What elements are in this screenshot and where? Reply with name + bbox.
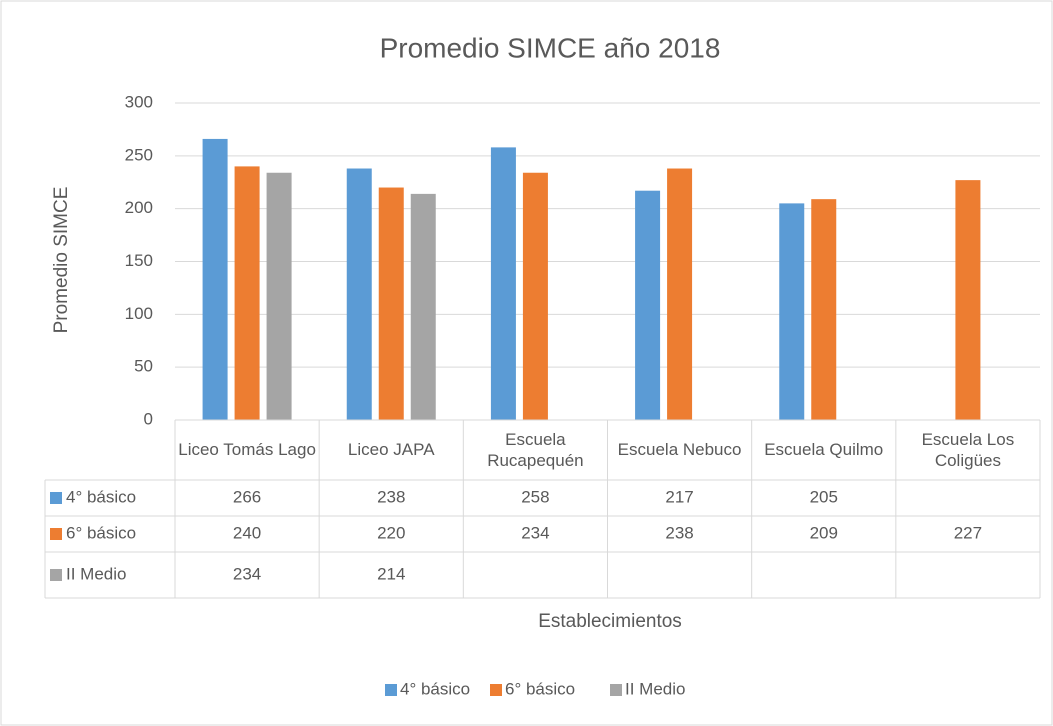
bar xyxy=(346,168,372,420)
legend-key xyxy=(385,684,397,696)
legend-key xyxy=(50,492,62,504)
bar xyxy=(410,193,436,420)
y-tick-label: 150 xyxy=(125,251,153,270)
y-tick-label: 50 xyxy=(134,357,153,376)
x-tick-label: Escuela Quilmo xyxy=(764,440,884,460)
table-value: 209 xyxy=(810,523,838,542)
y-axis-title: Promedio SIMCE xyxy=(51,187,72,334)
y-tick-label: 0 xyxy=(144,409,153,428)
bar xyxy=(955,180,981,420)
table-value: 234 xyxy=(233,564,261,583)
bar xyxy=(202,138,228,420)
x-tick-label: Liceo JAPA xyxy=(347,440,435,460)
table-value: 234 xyxy=(521,523,549,542)
category-cell: Escuela Rucapequén xyxy=(487,429,584,470)
chart-title: Promedio SIMCE año 2018 xyxy=(380,32,721,63)
bar xyxy=(667,168,693,420)
table-value: 217 xyxy=(665,487,693,506)
table-value: 240 xyxy=(233,523,261,542)
legend-key xyxy=(50,528,62,540)
category-cell: Liceo Tomás Lago xyxy=(178,440,316,460)
x-tick-label: Escuela Los Coligües xyxy=(921,429,1015,470)
bar xyxy=(234,166,260,420)
table-value: 258 xyxy=(521,487,549,506)
y-tick-label: 100 xyxy=(125,304,153,323)
table-value: 205 xyxy=(810,487,838,506)
y-tick-label: 300 xyxy=(125,92,153,111)
legend-label: 6° básico xyxy=(505,679,575,698)
y-tick-label: 200 xyxy=(125,198,153,217)
bar xyxy=(779,203,805,420)
bar xyxy=(522,172,548,420)
legend-key xyxy=(610,684,622,696)
legend-label: 4° básico xyxy=(400,679,470,698)
category-cell: Escuela Nebuco xyxy=(617,440,742,460)
bar xyxy=(811,199,837,420)
x-tick-label: Liceo Tomás Lago xyxy=(178,440,316,460)
table-value: 214 xyxy=(377,564,405,583)
y-tick-label: 250 xyxy=(125,145,153,164)
legend-key xyxy=(50,569,62,581)
table-value: 238 xyxy=(665,523,693,542)
x-tick-label: Escuela Nebuco xyxy=(617,440,742,460)
x-axis-title: Establecimientos xyxy=(538,611,682,632)
table-row-label: II Medio xyxy=(66,564,126,583)
table-value: 266 xyxy=(233,487,261,506)
table-value: 238 xyxy=(377,487,405,506)
bar xyxy=(378,187,404,420)
category-cell: Liceo JAPA xyxy=(347,440,435,460)
category-cell: Escuela Quilmo xyxy=(764,440,884,460)
x-tick-label: Escuela Rucapequén xyxy=(487,429,584,470)
bar xyxy=(490,147,516,420)
bar xyxy=(635,190,661,420)
legend-key xyxy=(490,684,502,696)
legend-label: II Medio xyxy=(625,679,685,698)
table-value: 227 xyxy=(954,523,982,542)
table-row-label: 6° básico xyxy=(66,523,136,542)
table-value: 220 xyxy=(377,523,405,542)
category-cell: Escuela Los Coligües xyxy=(921,429,1015,470)
bar xyxy=(266,172,292,420)
table-row-label: 4° básico xyxy=(66,487,136,506)
